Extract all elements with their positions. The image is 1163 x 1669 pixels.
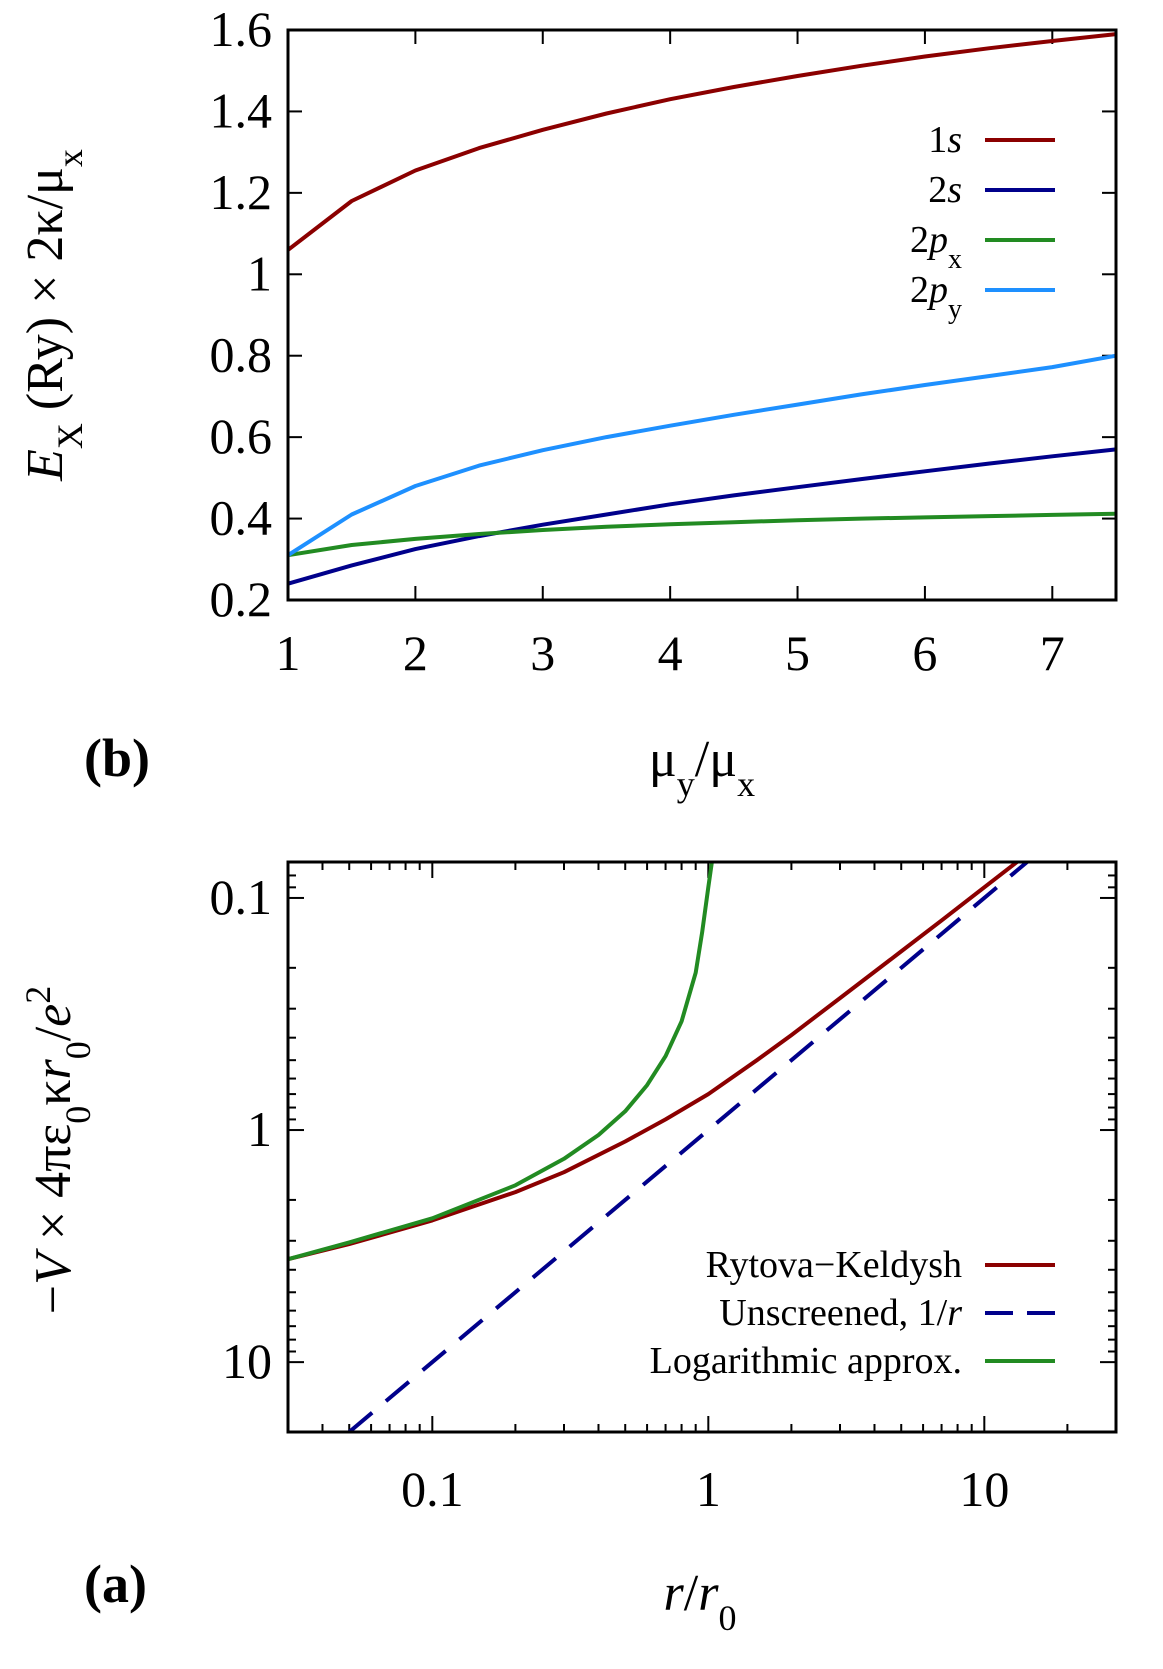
a-series-line [288,862,1021,1262]
b-x-tick-label: 5 [785,625,810,681]
b-x-tick-label: 7 [1040,625,1065,681]
b-legend-label-2s: 2s [928,169,962,211]
b-y-tick-label: 0.6 [210,408,273,464]
a-legend-label: Logarithmic approx. [650,1340,962,1382]
a-series-line [347,862,1031,1432]
panel-a-plot-frame [286,860,1118,1434]
b-x-tick-label: 6 [912,625,937,681]
panel-a-x-axis-label: r/r0 [664,1565,737,1638]
b-series-line-2px [287,511,1117,558]
panel-a-label: (a) [84,1554,147,1614]
b-x-tick-label: 3 [530,625,555,681]
b-series-line-1s [286,32,1117,252]
b-y-tick-label: 1.6 [210,1,273,57]
b-x-tick-label: 4 [658,625,683,681]
panel-b-plot-frame [286,28,1118,602]
b-legend-label-1s: 1s [928,119,962,161]
b-y-tick-label: 1.4 [210,82,273,138]
panel-b-label: (b) [84,728,150,788]
panel-a-series [288,862,1031,1432]
panel-a-legend: Rytova−Keldysh Unscreened, 1/r Logarithmic… [650,1244,1055,1382]
panel-b-chart: 1 2 3 4 5 6 7 0.2 0.4 0.6 0.8 1 1.2 1.4 1.6 1s 2s 2px2py… [17,1,1118,804]
b-y-tick-label: 0.8 [210,327,273,383]
a-x-tick-label: 0.1 [401,1461,464,1517]
a-y-tick-label: 0.1 [210,869,273,925]
b-x-tick-label: 2 [403,625,428,681]
b-legend-label-2px: 2px [910,219,962,275]
panel-b-x-axis-label: μy/μx [649,731,755,804]
b-series-line-2s [287,447,1117,586]
a-legend-label: Unscreened, 1/r [719,1292,962,1334]
a-y-tick-label: 10 [222,1333,272,1389]
b-x-tick-label: 1 [276,625,301,681]
b-y-tick-label: 1.2 [210,164,273,220]
b-y-tick-label: 0.4 [210,490,273,546]
b-legend-label-2py: 2py [910,269,962,325]
a-x-tick-label: 1 [696,1461,721,1517]
panel-b-tick-labels: 1 2 3 4 5 6 7 0.2 0.4 0.6 0.8 1 1.2 1.4 1.6 [210,1,1065,681]
panel-b-series [286,32,1117,586]
a-x-tick-label: 10 [959,1461,1009,1517]
a-y-tick-label: 1 [247,1101,272,1157]
a-series-line [288,862,714,1262]
panel-a-y-axis-label: −V × 4πε0κr0/e2 [18,986,98,1315]
panel-a-tick-labels: 0.1 1 10 0.1 1 10 [210,869,1010,1517]
b-series-line-2py [286,353,1117,557]
panel-b-y-axis-label: EX (Ry) × 2κ/μx [17,149,90,482]
b-y-tick-label: 0.2 [210,571,273,627]
b-y-tick-label: 1 [247,245,272,301]
a-legend-label: Rytova−Keldysh [706,1244,962,1286]
panel-a-chart: 0.1 1 10 0.1 1 10 Rytova−Keldysh Unscreened, 1… [18,860,1118,1638]
